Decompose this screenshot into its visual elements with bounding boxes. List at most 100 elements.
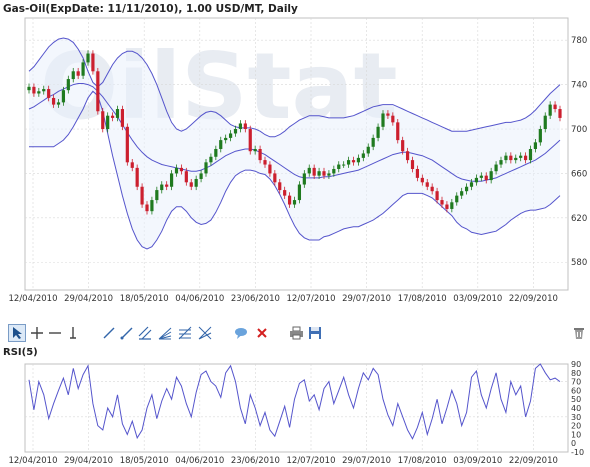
- candle-body: [115, 109, 120, 118]
- candle: [494, 161, 498, 175]
- rsi-tick-label: 30: [571, 413, 581, 422]
- candle-body: [145, 204, 149, 212]
- candle: [391, 112, 395, 126]
- pointer-tool-icon: [13, 327, 22, 339]
- candle-body: [106, 115, 110, 130]
- rsi-tick-label: 80: [571, 369, 581, 378]
- delete-tool[interactable]: [253, 324, 271, 342]
- bollinger-lower-line: [29, 90, 561, 250]
- candle: [405, 147, 410, 164]
- candle-body: [489, 171, 493, 181]
- candle: [361, 150, 365, 162]
- candle: [150, 196, 154, 215]
- candle: [499, 156, 503, 168]
- print-button[interactable]: [287, 324, 305, 342]
- candle: [533, 139, 538, 153]
- fibonacci-fan-tool[interactable]: [156, 324, 174, 342]
- candle: [523, 152, 528, 164]
- candle-body: [27, 86, 31, 91]
- candle: [479, 172, 483, 182]
- candle-body: [209, 156, 213, 163]
- candle-body: [553, 104, 557, 110]
- trend-line-tool[interactable]: [100, 324, 118, 342]
- candle-body: [273, 173, 277, 183]
- candle-body: [135, 167, 139, 187]
- candle-body: [499, 160, 503, 165]
- candle-body: [66, 79, 70, 91]
- candle: [106, 112, 110, 133]
- candle-body: [366, 146, 370, 154]
- candle: [179, 164, 184, 175]
- rsi-line: [28, 363, 561, 440]
- fibonacci-retracement-tool-icon: [178, 326, 192, 340]
- candle: [233, 125, 238, 137]
- candle-body: [47, 89, 51, 98]
- fibonacci-retracement-tool[interactable]: [176, 324, 194, 342]
- candlesticks: [27, 50, 562, 215]
- parallel-lines-tool[interactable]: [136, 324, 154, 342]
- rsi-date-label: 12/04/2010: [9, 456, 58, 466]
- candle-body: [91, 53, 95, 72]
- candle: [155, 186, 159, 204]
- horizontal-line-tool[interactable]: [46, 324, 64, 342]
- candle: [312, 164, 316, 179]
- candle: [455, 192, 459, 206]
- candle: [258, 145, 262, 164]
- bollinger-upper-line: [28, 37, 561, 138]
- candle: [243, 120, 247, 133]
- ray-tool[interactable]: [118, 324, 136, 342]
- gann-fan-tool[interactable]: [196, 324, 214, 342]
- candle-body: [445, 204, 449, 209]
- candle-body: [32, 86, 36, 94]
- candle: [464, 183, 469, 195]
- candle: [528, 145, 533, 164]
- candle: [445, 201, 449, 213]
- candle: [42, 85, 46, 95]
- candle: [548, 101, 552, 120]
- candle: [76, 67, 80, 80]
- date-tick-label: 22/09/2010: [509, 294, 558, 304]
- trash-icon: [574, 328, 584, 339]
- gann-fan-tool-icon: [198, 326, 212, 340]
- candle: [317, 167, 321, 179]
- candle-body: [519, 155, 523, 158]
- vertical-line-tool-icon: [70, 327, 76, 339]
- candle: [371, 134, 375, 151]
- candle-body: [455, 195, 459, 203]
- candle-body: [425, 182, 429, 187]
- candle: [96, 67, 100, 115]
- candle-body: [376, 126, 380, 138]
- date-tick-label: 29/04/2010: [64, 294, 113, 304]
- candle-body: [184, 171, 188, 183]
- candle-body: [268, 164, 272, 174]
- crosshair-tool[interactable]: [28, 324, 46, 342]
- candle-body: [199, 173, 203, 179]
- date-tick-label: 29/07/2010: [342, 294, 391, 304]
- candle: [238, 120, 243, 133]
- drawing-toolbar: [0, 320, 590, 346]
- clear-all-button[interactable]: [570, 324, 588, 342]
- vertical-line-tool[interactable]: [64, 324, 82, 342]
- rsi-tick-label: 0: [571, 439, 576, 448]
- candle-body: [460, 191, 464, 196]
- date-tick-label: 04/06/2010: [175, 294, 224, 304]
- save-button[interactable]: [306, 324, 324, 342]
- ray-tool-icon: [120, 327, 133, 340]
- candle-body: [307, 167, 311, 174]
- price-tick-label: 700: [571, 125, 587, 135]
- pointer-tool[interactable]: [8, 324, 26, 342]
- candle: [435, 187, 439, 204]
- candle-body: [56, 102, 61, 105]
- rsi-date-label: 22/09/2010: [509, 456, 558, 466]
- candle-body: [464, 186, 469, 192]
- candle: [199, 170, 203, 183]
- plot-border: [24, 17, 569, 291]
- candle: [130, 158, 134, 172]
- candle-body: [81, 62, 85, 76]
- comment-tool[interactable]: [232, 324, 250, 342]
- candle: [327, 170, 331, 179]
- candle: [204, 158, 208, 177]
